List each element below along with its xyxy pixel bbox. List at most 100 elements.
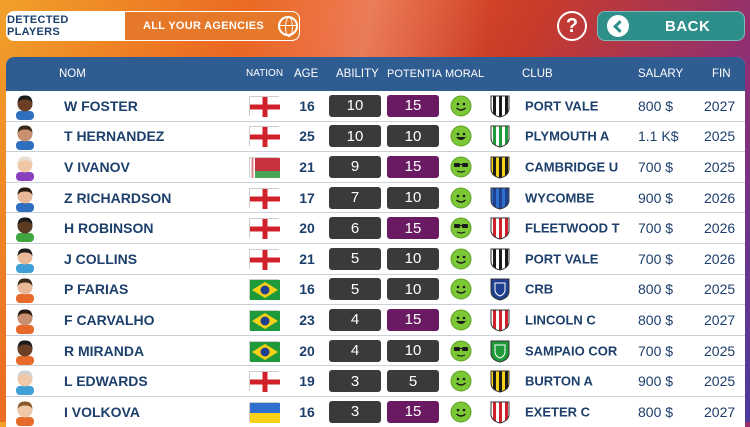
moral-smile-icon bbox=[450, 401, 472, 423]
table-row[interactable]: T HERNANDEZ 25 10 10 PLYMOUTH A 1.1 K$ 2… bbox=[6, 122, 745, 153]
moral-cool-icon bbox=[450, 156, 472, 178]
ability-badge: 10 bbox=[329, 125, 381, 148]
table-row[interactable]: P FARIAS 16 5 10 CRB 800 $ 2025 bbox=[6, 275, 745, 306]
player-salary: 900 $ bbox=[638, 373, 674, 390]
club-crest-icon bbox=[489, 339, 511, 363]
col-moral[interactable]: MORAL bbox=[445, 68, 485, 80]
globe-icon bbox=[278, 16, 299, 37]
player-salary: 700 $ bbox=[638, 158, 674, 175]
potential-badge: 5 bbox=[387, 370, 439, 393]
potential-badge: 15 bbox=[387, 155, 439, 178]
potential-badge: 10 bbox=[387, 339, 439, 362]
player-club: BURTON A bbox=[525, 373, 593, 389]
table-row[interactable]: V IVANOV 21 9 15 CAMBRIDGE U 700 $ 2025 bbox=[6, 152, 745, 183]
player-name: F CARVALHO bbox=[64, 311, 155, 328]
contract-end: 2027 bbox=[704, 97, 736, 114]
contract-end: 2025 bbox=[704, 342, 736, 359]
table-row[interactable]: W FOSTER 16 10 15 PORT VALE 800 $ 2027 bbox=[6, 91, 745, 122]
help-button[interactable]: ? bbox=[557, 11, 587, 41]
player-age: 16 bbox=[299, 97, 315, 114]
col-nation[interactable]: NATION bbox=[246, 68, 284, 79]
player-avatar bbox=[12, 122, 38, 151]
col-potential[interactable]: POTENTIA bbox=[387, 68, 443, 80]
player-avatar bbox=[12, 184, 38, 212]
ability-badge: 3 bbox=[329, 370, 381, 393]
player-club: LINCOLN C bbox=[525, 312, 596, 328]
club-crest-icon bbox=[489, 369, 511, 393]
moral-happy-icon bbox=[450, 309, 472, 331]
belarus-flag-icon bbox=[249, 156, 280, 178]
england-flag-icon bbox=[249, 218, 280, 240]
england-flag-icon bbox=[249, 95, 280, 117]
player-club: PLYMOUTH A bbox=[525, 128, 610, 144]
back-arrow-icon bbox=[607, 15, 629, 37]
player-club: PORT VALE bbox=[525, 251, 599, 267]
table-row[interactable]: R MIRANDA 20 4 10 SAMPAIO COR 700 $ 2025 bbox=[6, 336, 745, 367]
tab-all-your-agencies-label: ALL YOUR AGENCIES bbox=[143, 20, 265, 32]
moral-smile-icon bbox=[450, 95, 472, 117]
player-club: WYCOMBE bbox=[525, 190, 595, 206]
player-age: 21 bbox=[299, 158, 315, 175]
tab-detected-players[interactable]: DETECTED PLAYERS bbox=[7, 12, 123, 40]
club-crest-icon bbox=[489, 186, 511, 210]
ability-badge: 4 bbox=[329, 308, 381, 331]
table-header: NOM NATION AGE ABILITY POTENTIA MORAL CL… bbox=[6, 57, 745, 91]
back-button[interactable]: BACK bbox=[597, 11, 745, 41]
club-crest-icon bbox=[489, 400, 511, 424]
contract-end: 2025 bbox=[704, 373, 736, 390]
top-bar: DETECTED PLAYERS ALL YOUR AGENCIES ? BAC… bbox=[0, 0, 750, 56]
col-salary[interactable]: SALARY bbox=[638, 68, 684, 80]
ability-badge: 6 bbox=[329, 217, 381, 240]
player-age: 16 bbox=[299, 281, 315, 298]
contract-end: 2026 bbox=[704, 220, 736, 237]
player-name: W FOSTER bbox=[64, 97, 138, 114]
player-avatar bbox=[12, 214, 38, 243]
col-ability[interactable]: ABILITY bbox=[336, 68, 379, 80]
player-age: 17 bbox=[299, 189, 315, 206]
club-crest-icon bbox=[489, 124, 511, 148]
table-row[interactable]: L EDWARDS 19 3 5 BURTON A 900 $ 2025 bbox=[6, 366, 745, 397]
england-flag-icon bbox=[249, 248, 280, 270]
tab-all-your-agencies[interactable]: ALL YOUR AGENCIES bbox=[123, 12, 299, 40]
player-club: FLEETWOOD T bbox=[525, 220, 620, 236]
player-name: J COLLINS bbox=[64, 250, 138, 267]
table-body: W FOSTER 16 10 15 PORT VALE 800 $ 2027 T… bbox=[6, 91, 745, 427]
contract-end: 2026 bbox=[704, 250, 736, 267]
player-age: 20 bbox=[299, 342, 315, 359]
player-name: T HERNANDEZ bbox=[64, 128, 165, 145]
player-age: 16 bbox=[299, 403, 315, 420]
contract-end: 2025 bbox=[704, 128, 736, 145]
potential-badge: 10 bbox=[387, 186, 439, 209]
brazil-flag-icon bbox=[249, 279, 280, 301]
player-salary: 1.1 K$ bbox=[638, 128, 679, 145]
help-icon: ? bbox=[565, 14, 579, 37]
table-row[interactable]: H ROBINSON 20 6 15 FLEETWOOD T 700 $ 202… bbox=[6, 213, 745, 244]
col-age[interactable]: AGE bbox=[294, 68, 319, 80]
col-club[interactable]: CLUB bbox=[522, 68, 553, 80]
player-club: SAMPAIO COR bbox=[525, 343, 618, 359]
moral-smile-icon bbox=[450, 187, 472, 209]
table-row[interactable]: Z RICHARDSON 17 7 10 WYCOMBE 900 $ 2026 bbox=[6, 183, 745, 214]
player-avatar bbox=[12, 153, 38, 181]
table-row[interactable]: F CARVALHO 23 4 15 LINCOLN C 800 $ 2027 bbox=[6, 305, 745, 336]
player-avatar bbox=[12, 245, 38, 273]
col-nom[interactable]: NOM bbox=[59, 68, 86, 80]
table-row[interactable]: I VOLKOVA 16 3 15 EXETER C 800 $ 2027 bbox=[6, 397, 745, 427]
player-avatar bbox=[12, 92, 38, 120]
player-name: L EDWARDS bbox=[64, 373, 148, 390]
player-age: 21 bbox=[299, 250, 315, 267]
player-club: CRB bbox=[525, 281, 554, 297]
player-salary: 900 $ bbox=[638, 189, 674, 206]
col-fin[interactable]: FIN bbox=[712, 68, 731, 80]
potential-badge: 15 bbox=[387, 308, 439, 331]
table-row[interactable]: J COLLINS 21 5 10 PORT VALE 700 $ 2026 bbox=[6, 244, 745, 275]
club-crest-icon bbox=[489, 155, 511, 179]
potential-badge: 10 bbox=[387, 278, 439, 301]
player-age: 25 bbox=[299, 128, 315, 145]
england-flag-icon bbox=[249, 126, 280, 148]
player-salary: 800 $ bbox=[638, 403, 674, 420]
club-crest-icon bbox=[489, 247, 511, 271]
player-salary: 800 $ bbox=[638, 97, 674, 114]
moral-smile-icon bbox=[450, 278, 472, 300]
player-salary: 800 $ bbox=[638, 311, 674, 328]
